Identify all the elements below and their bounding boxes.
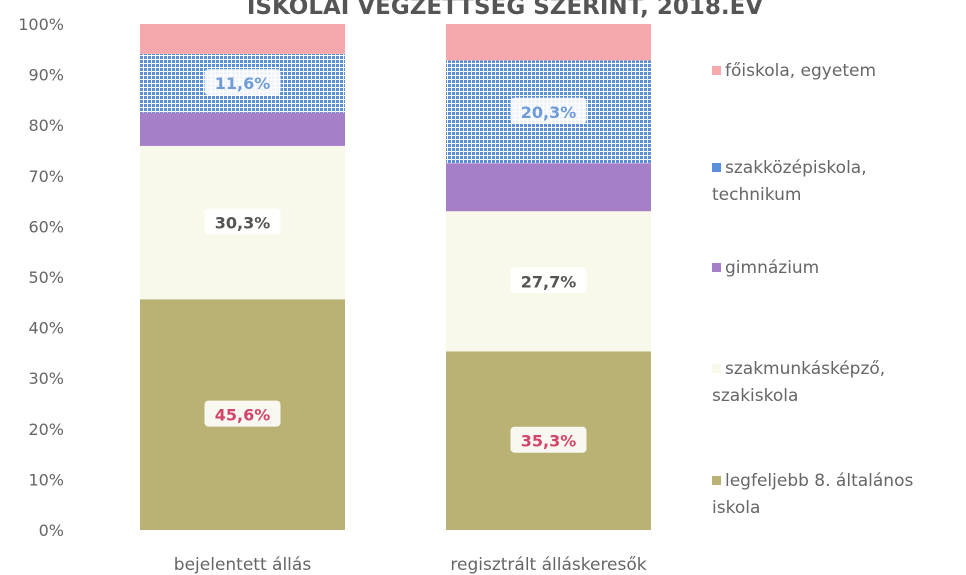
y-tick-label: 50% [28, 268, 64, 287]
value-label: 20,3% [521, 103, 577, 122]
y-tick-label: 40% [28, 319, 64, 338]
label-box [204, 69, 281, 96]
value-label: 27,7% [521, 272, 577, 291]
label-box [510, 426, 587, 453]
x-tick-label: regisztrált álláskeresők [450, 555, 646, 575]
legend-swatch [712, 263, 721, 272]
legend-swatch [712, 163, 721, 172]
legend-swatch [712, 66, 721, 75]
legend-swatch [712, 364, 721, 373]
x-tick-label: bejelentett állás [174, 555, 312, 575]
legend-label: legfeljebb 8. általános iskola [712, 471, 914, 518]
legend-item: legfeljebb 8. általános iskola [712, 468, 957, 522]
y-tick-label: 70% [28, 167, 64, 186]
legend-label: szakközépiskola, technikum [712, 158, 867, 205]
value-label: 30,3% [215, 214, 271, 233]
bar-segment [446, 24, 651, 61]
legend-label: szakmunkásképző, szakiskola [712, 359, 886, 406]
label-box [204, 208, 281, 235]
legend-label: főiskola, egyetem [725, 61, 877, 81]
y-tick-label: 10% [28, 470, 64, 489]
y-tick-label: 80% [28, 116, 64, 135]
y-tick-label: 0% [39, 521, 64, 540]
chart-title: ISKOLAI VÉGZETTSÉG SZERINT, 2018.ÉV [247, 0, 763, 20]
legend-label: gimnázium [725, 258, 820, 278]
label-box [510, 97, 587, 124]
value-label: 11,6% [215, 74, 271, 93]
y-tick-label: 20% [28, 420, 64, 439]
y-tick-label: 60% [28, 217, 64, 236]
legend-item: szakmunkásképző, szakiskola [712, 356, 957, 410]
legend-item: szakközépiskola, technikum [712, 155, 957, 209]
value-label: 35,3% [521, 432, 577, 451]
y-tick-label: 30% [28, 369, 64, 388]
bar-segment [446, 163, 651, 212]
label-box [510, 267, 587, 294]
bar-segment [140, 112, 345, 146]
bar-segment [140, 24, 345, 54]
y-tick-label: 100% [18, 15, 64, 34]
y-tick-label: 90% [28, 66, 64, 85]
legend-item: főiskola, egyetem [712, 58, 957, 85]
legend-swatch [712, 476, 721, 485]
value-label: 45,6% [215, 406, 271, 425]
label-box [204, 400, 281, 427]
legend-item: gimnázium [712, 255, 957, 282]
